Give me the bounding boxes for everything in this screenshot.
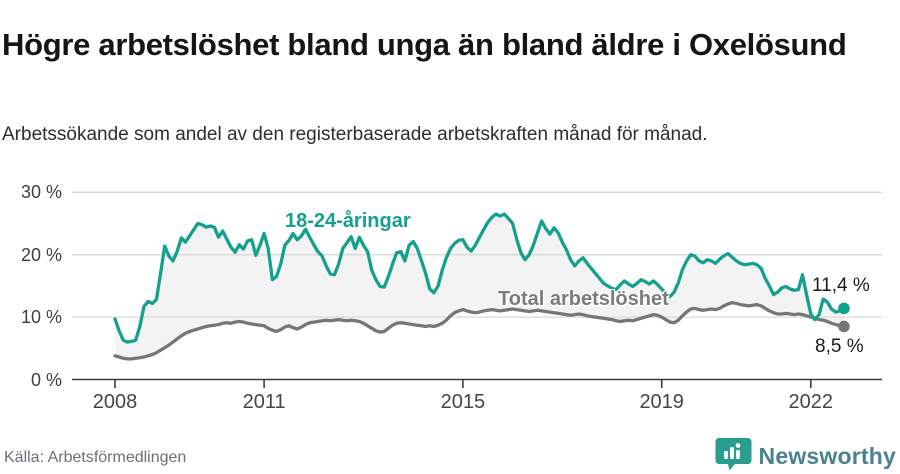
x-tick-label: 2022 xyxy=(788,391,834,413)
brand-name: Newsworthy xyxy=(758,443,896,469)
x-tick-label: 2019 xyxy=(639,391,684,413)
newsworthy-logo: Newsworthy xyxy=(715,437,896,474)
y-tick-label: 30 % xyxy=(20,182,62,203)
bar-chart-speech-bubble-icon xyxy=(715,437,752,474)
source-note: Källa: Arbetsförmedlingen xyxy=(4,449,187,466)
end-value-total: 8,5 % xyxy=(815,336,864,357)
y-tick-label: 10 % xyxy=(20,307,62,328)
series-label-total: Total arbetslöshet xyxy=(498,288,669,310)
end-value-young: 11,4 % xyxy=(812,275,870,296)
y-tick-label: 20 % xyxy=(20,244,62,265)
band-fill xyxy=(115,214,844,359)
page-subtitle: Arbetssökande som andel av den registerb… xyxy=(2,124,708,145)
x-tick-label: 2011 xyxy=(242,391,286,413)
series-label-young: 18-24-åringar xyxy=(285,210,411,232)
page-title: Högre arbetslöshet bland unga än bland ä… xyxy=(2,26,847,62)
x-tick-label: 2008 xyxy=(92,391,138,413)
x-tick-label: 2015 xyxy=(440,391,486,413)
young-end-dot xyxy=(838,302,850,315)
y-tick-label: 0 % xyxy=(30,369,62,390)
total-end-dot xyxy=(838,320,850,333)
total-line xyxy=(113,301,846,361)
young-line xyxy=(113,212,846,344)
